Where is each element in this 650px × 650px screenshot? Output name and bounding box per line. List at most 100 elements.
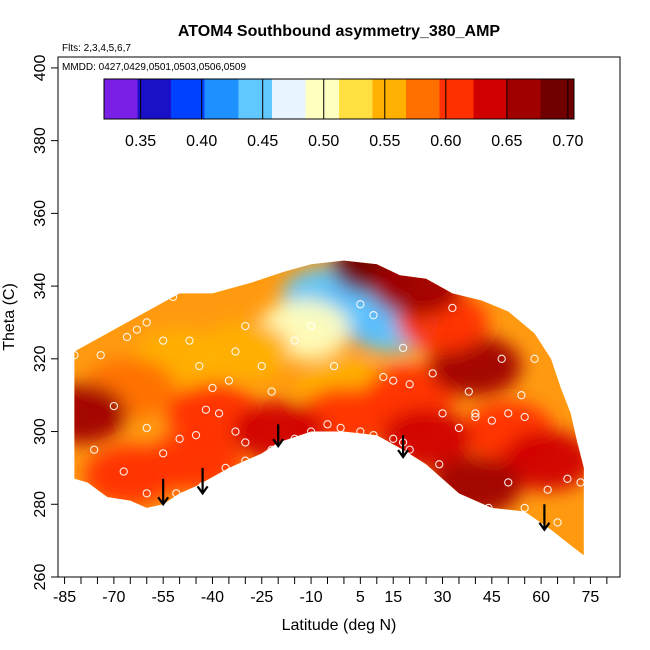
y-tick-label: 320	[32, 345, 49, 372]
observation-point	[70, 351, 79, 360]
observation-point	[576, 478, 585, 487]
observation-point	[267, 387, 276, 396]
y-tick-label: 300	[32, 418, 49, 445]
observation-point	[142, 489, 151, 498]
observation-point	[142, 318, 151, 327]
observation-point	[497, 354, 506, 363]
observation-point	[448, 303, 457, 313]
field-cell	[74, 383, 128, 444]
colorbar-tick-label: 0.35	[125, 133, 156, 150]
observation-point	[543, 485, 552, 494]
chart-title: ATOM4 Southbound asymmetry_380_AMP	[178, 23, 500, 40]
observation-point	[520, 412, 529, 422]
y-tick-label: 340	[32, 273, 49, 300]
observation-point	[257, 361, 266, 371]
observation-point	[96, 351, 105, 360]
y-tick-label: 400	[32, 54, 49, 81]
colorbar-tick-label: 0.45	[247, 133, 278, 150]
observation-point	[389, 376, 398, 385]
x-axis-label: Latitude (deg N)	[282, 617, 397, 634]
observation-point	[471, 412, 480, 422]
observation-point	[563, 474, 572, 483]
downward-arrow	[196, 467, 209, 496]
observation-point	[208, 383, 217, 393]
observation-point	[336, 423, 345, 433]
y-axis-label: Theta (C)	[1, 283, 18, 351]
observation-point	[214, 409, 224, 418]
observation-point	[168, 292, 178, 302]
observation-point	[398, 343, 408, 353]
observation-point	[231, 427, 240, 436]
observation-point	[224, 376, 234, 385]
observation-point	[159, 449, 168, 458]
observation-point	[369, 431, 378, 440]
observation-point	[241, 321, 250, 331]
observation-point	[159, 336, 168, 345]
observation-point	[543, 318, 552, 327]
x-tick-label: 45	[483, 589, 501, 606]
observation-point	[109, 401, 119, 411]
observation-point	[484, 503, 493, 513]
observation-point	[379, 372, 388, 382]
observation-point	[504, 478, 513, 487]
observation-point	[405, 445, 414, 454]
field-cell	[84, 445, 177, 506]
observation-point	[435, 460, 444, 469]
observation-point	[520, 503, 529, 513]
colorbar: 0.35 0.40 0.45 0.50 0.55 0.60 0.65 0.70	[103, 78, 584, 150]
observation-point	[438, 409, 447, 418]
downward-arrow	[397, 435, 409, 459]
colorbar-tick-label: 0.65	[491, 133, 522, 150]
observation-point	[185, 336, 194, 345]
observation-point	[241, 456, 250, 465]
field-cell	[501, 430, 584, 491]
observation-point	[306, 427, 316, 436]
y-axis: 260 280 300 320 340 360 380 400	[32, 54, 58, 590]
y-tick-label: 260	[32, 564, 49, 591]
flights-note: Flts: 2,3,4,5,6,7	[62, 43, 131, 54]
observation-point	[553, 518, 562, 527]
observation-point	[290, 336, 299, 345]
y-tick-label: 360	[32, 200, 49, 227]
observation-point	[517, 391, 526, 400]
plot-frame	[57, 56, 621, 578]
observation-point	[241, 438, 250, 447]
observation-point	[487, 416, 496, 425]
observation-point	[323, 420, 332, 429]
observation-point	[201, 405, 211, 414]
x-axis: -85 -70 -55 -40 -25 -10 5 15 30 45 60 75	[53, 577, 608, 606]
dates-note: MMDD: 0427,0429,0501,0503,0506,0509	[62, 62, 246, 73]
observation-point	[221, 463, 230, 473]
observation-point	[471, 409, 480, 418]
x-tick-label: -85	[53, 589, 76, 606]
x-tick-label: 5	[356, 589, 365, 606]
downward-arrow	[272, 424, 285, 448]
observation-point	[90, 445, 99, 454]
y-tick-label: 380	[32, 127, 49, 154]
observation-points	[70, 292, 585, 527]
observation-point	[356, 427, 365, 436]
observation-point	[356, 300, 365, 309]
observation-point	[428, 369, 437, 378]
observation-point	[369, 311, 378, 320]
colorbar-tick-label: 0.40	[186, 133, 217, 150]
observation-point	[389, 434, 398, 443]
x-tick-label: 15	[384, 589, 402, 606]
observation-point	[172, 489, 181, 498]
observation-point	[290, 434, 299, 443]
x-tick-label: -10	[300, 589, 323, 606]
observation-point	[504, 409, 513, 418]
observation-point	[274, 456, 283, 465]
observation-point	[126, 503, 135, 513]
x-tick-label: -40	[201, 589, 224, 606]
observation-point	[231, 347, 240, 356]
observation-point	[563, 300, 572, 309]
observation-point	[306, 321, 316, 331]
observation-point	[195, 361, 204, 371]
observation-point	[329, 361, 339, 371]
observation-point	[405, 380, 414, 389]
colorbar-tick-label: 0.50	[308, 133, 339, 150]
colorbar-tick-label: 0.60	[430, 133, 461, 150]
observation-point	[454, 423, 464, 433]
